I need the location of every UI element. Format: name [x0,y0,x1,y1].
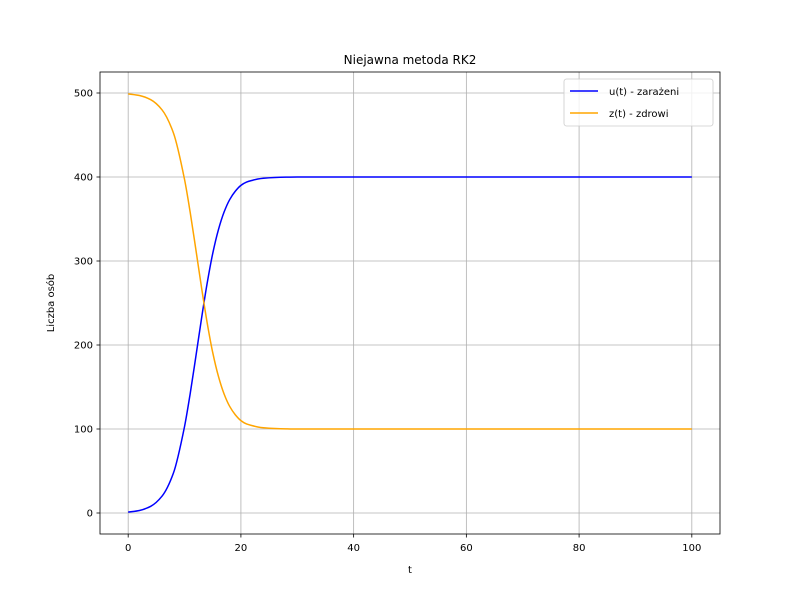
y-tick-label: 400 [74,173,93,184]
legend-box [563,78,714,127]
series-layer [128,93,692,513]
x-tick-label: 100 [682,543,701,554]
y-tick-label: 300 [74,257,93,268]
plot-frame [99,71,721,535]
x-tick-label: 20 [235,543,248,554]
y-tick-label: 500 [74,89,93,100]
series-line-1 [128,93,692,430]
y-axis-label: Liczba osób [45,274,57,333]
x-tick-label: 40 [347,543,360,554]
series-line-0 [128,176,692,513]
x-tick-label: 80 [573,543,586,554]
legend-label-1: z(t) - zdrowi [609,109,669,120]
y-tick-label: 200 [74,341,93,352]
x-axis-label: t [408,565,412,576]
chart-title: Niejawna metoda RK2 [344,53,477,67]
legend-label-0: u(t) - zarażeni [609,87,679,98]
y-tick-label: 100 [74,425,93,436]
axis-ticks: 0 20 40 60 80 100 0 100 200 300 400 500 [74,89,701,555]
x-tick-label: 60 [460,543,473,554]
legend: u(t) - zarażeni z(t) - zdrowi [563,78,714,127]
x-tick-label: 0 [125,543,131,554]
y-tick-label: 0 [87,509,93,520]
